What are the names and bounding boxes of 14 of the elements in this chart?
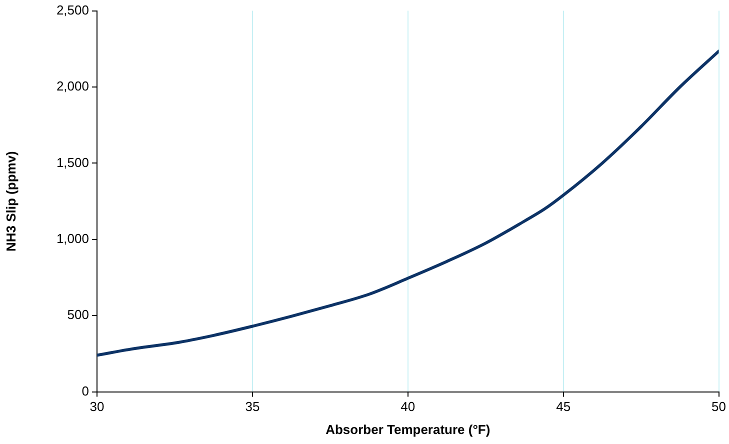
y-tick-label: 2,000 — [56, 78, 89, 94]
x-tick-label: 35 — [245, 399, 260, 414]
y-axis-title: NH3 Slip (ppmv) — [3, 151, 18, 252]
x-tick-label: 45 — [556, 399, 571, 414]
y-tick-label: 0 — [82, 383, 89, 398]
x-tick-label: 40 — [400, 399, 416, 414]
y-tick-label: 1,500 — [56, 154, 89, 170]
line-series — [97, 50, 719, 357]
x-axis-title: Absorber Temperature (°F) — [326, 422, 490, 437]
y-tick-label: 2,500 — [56, 2, 89, 18]
y-tick-label: 1,000 — [56, 230, 89, 246]
x-tick-label: 50 — [712, 399, 726, 414]
y-tick-label: 500 — [67, 307, 89, 322]
x-tick-label: 30 — [90, 399, 104, 414]
